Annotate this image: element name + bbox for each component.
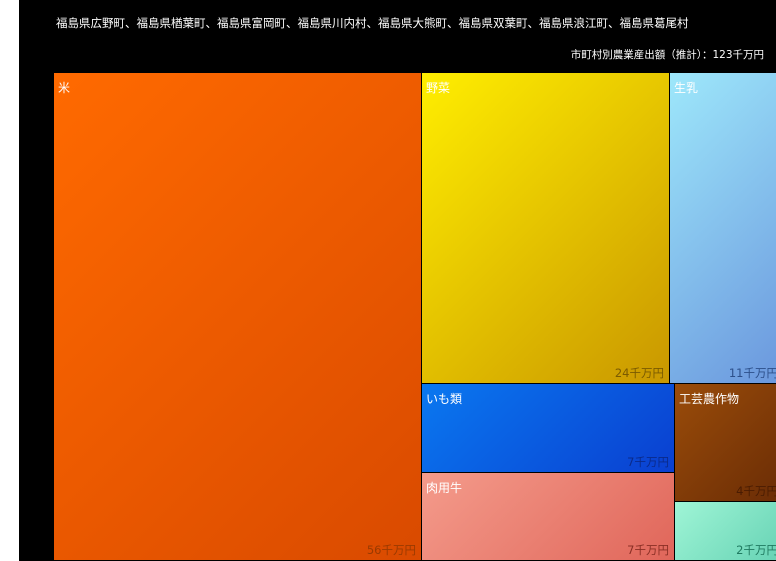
tile-category-label: 野菜 (426, 81, 451, 95)
tile-category-label: 工芸農作物 (679, 392, 740, 406)
tile-category-label: 肉用牛 (426, 481, 463, 495)
tile-value-label: 11千万円 (728, 366, 776, 380)
total-output-label: 市町村別農業産出額（推計）：123千万円 (570, 49, 764, 61)
treemap-tile[interactable]: 工芸農作物 4千万円 (675, 384, 776, 502)
treemap-tile[interactable]: 2千万円 (675, 502, 776, 561)
chart-panel: 福島県広野町、福島県楢葉町、福島県富岡町、福島県川内村、福島県大熊町、福島県双葉… (19, 0, 776, 561)
tile-category-label: いも類 (426, 392, 463, 406)
tile-value-label: 2千万円 (736, 543, 776, 557)
chart-title: 福島県広野町、福島県楢葉町、福島県富岡町、福島県川内村、福島県大熊町、福島県双葉… (56, 16, 689, 30)
treemap-tile[interactable]: 米 56千万円 (54, 73, 422, 561)
tile-value-label: 7千万円 (627, 455, 669, 469)
tile-value-label: 56千万円 (366, 543, 416, 557)
treemap-tile[interactable]: いも類 7千万円 (422, 384, 675, 473)
treemap-tile[interactable]: 肉用牛 7千万円 (422, 473, 675, 561)
tile-value-label: 4千万円 (736, 484, 776, 498)
treemap-tile[interactable]: 野菜 24千万円 (422, 73, 670, 384)
tile-category-label: 米 (58, 81, 71, 95)
treemap: 米 56千万円 野菜 24千万円 生乳 11千万円いも類 7千万円 工芸農作物 4千万円 肉用牛 7… (54, 73, 776, 561)
tile-category-label: 生乳 (674, 81, 699, 95)
treemap-tile[interactable]: 生乳 11千万円 (670, 73, 776, 384)
tile-value-label: 24千万円 (614, 366, 664, 380)
tile-value-label: 7千万円 (627, 543, 669, 557)
